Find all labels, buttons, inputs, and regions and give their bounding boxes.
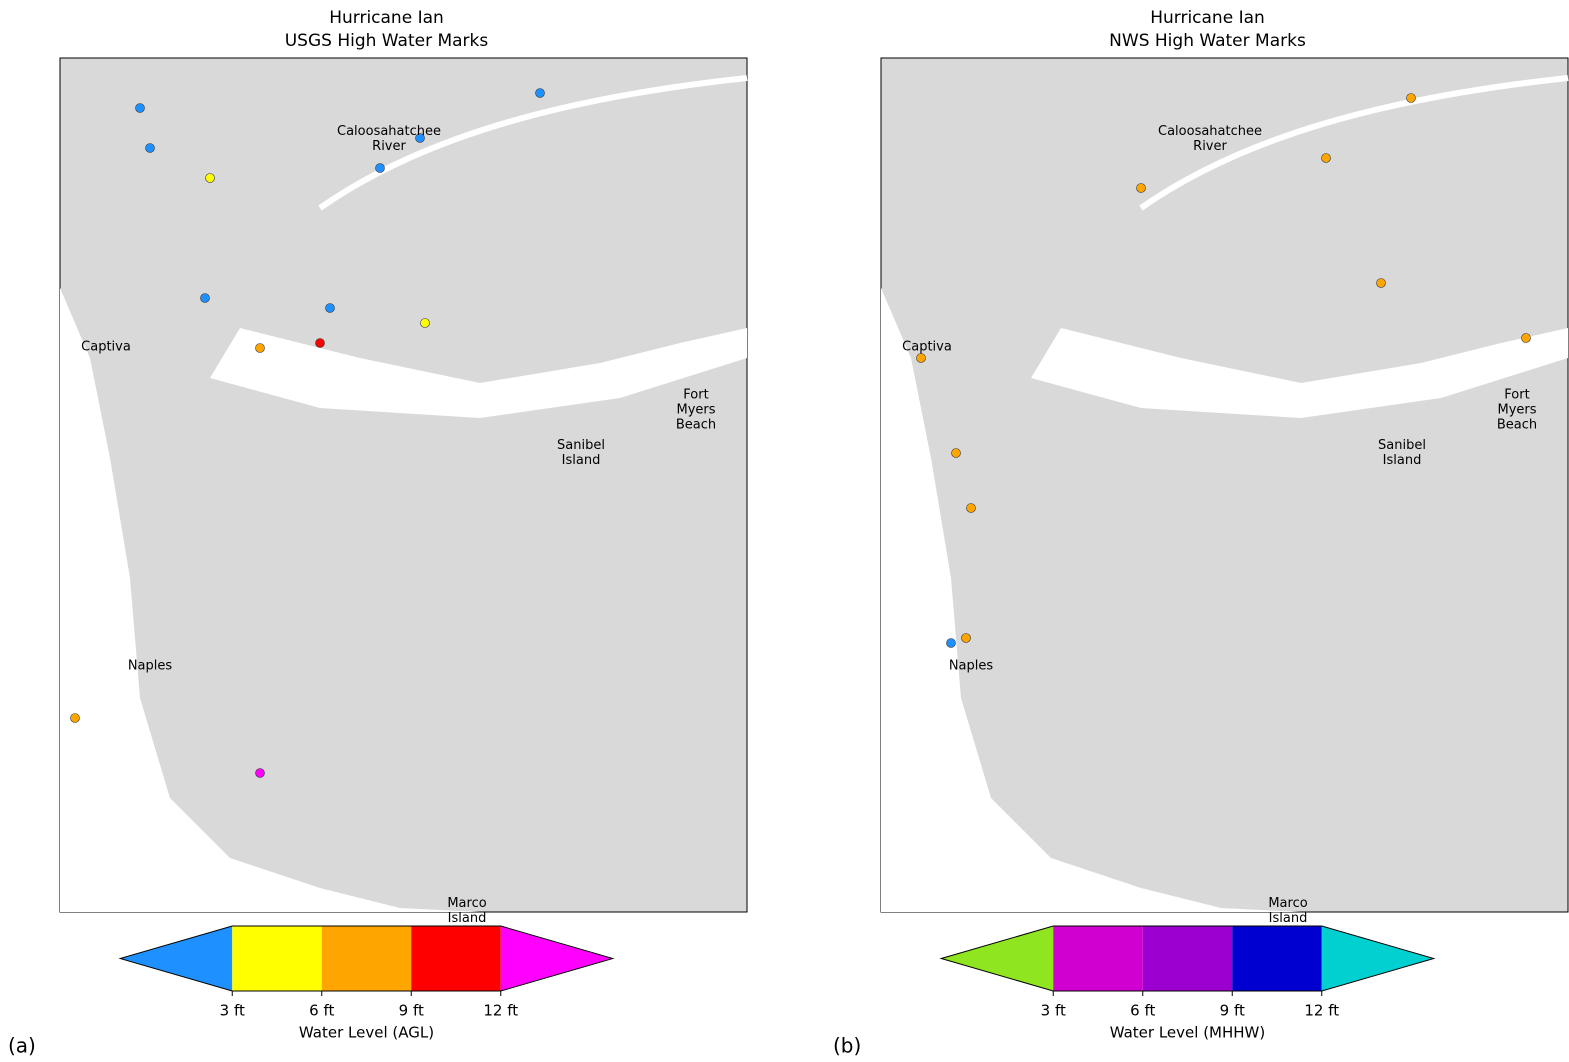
gulf-water — [881, 288, 1381, 912]
place-label: Caloosahatchee — [337, 124, 441, 139]
panel-title: USGS High Water Marks — [285, 31, 489, 51]
colorbar-segment — [1053, 926, 1143, 991]
marker-dot — [145, 143, 155, 153]
colorbar-tick-label: 12 ft — [1304, 1002, 1339, 1020]
marker-dot — [415, 133, 425, 143]
colorbar-label: Water Level (AGL) — [299, 1024, 434, 1042]
marker-dot — [1406, 93, 1416, 103]
bay-water — [210, 328, 747, 418]
river — [1139, 75, 1569, 211]
colorbar-tick-label: 3 ft — [1041, 1002, 1066, 1020]
place-label: Marco — [1268, 896, 1307, 911]
colorbar-segment — [232, 926, 322, 991]
panel-title: NWS High Water Marks — [1109, 31, 1306, 51]
marker-dot — [1321, 153, 1331, 163]
marker-dot — [205, 173, 215, 183]
colorbar-tick-label: 3 ft — [220, 1002, 245, 1020]
place-label: Island — [1383, 453, 1422, 468]
marker-dot — [200, 293, 210, 303]
gulf-water — [60, 288, 560, 912]
marker-dot — [946, 638, 956, 648]
colorbar-segment — [321, 926, 412, 991]
colorbar-end — [120, 926, 233, 991]
colorbar-tick-label: 12 ft — [483, 1002, 518, 1020]
marker-dot — [255, 768, 265, 778]
colorbar-tick-label: 6 ft — [1130, 1002, 1155, 1020]
colorbar-tick-label: 9 ft — [1220, 1002, 1245, 1020]
place-label: River — [372, 139, 406, 154]
colorbar-tick-label: 6 ft — [309, 1002, 334, 1020]
marker-dot — [375, 163, 385, 173]
place-label: Myers — [1497, 403, 1536, 418]
marker-dot — [325, 303, 335, 313]
marker-dot — [1521, 333, 1531, 343]
place-label: Sanibel — [557, 438, 605, 453]
place-label: Beach — [1497, 418, 1537, 433]
bay-water — [1031, 328, 1568, 418]
place-label: Captiva — [902, 340, 952, 355]
marker-dot — [1376, 278, 1386, 288]
panel-title: Hurricane Ian — [329, 8, 444, 28]
colorbar-segment — [1232, 926, 1322, 991]
river — [318, 75, 748, 211]
panel-letter: (b) — [833, 1034, 861, 1058]
colorbar-end — [941, 926, 1054, 991]
map-panel: Hurricane Ian NWS High Water Marks Caloosa… — [833, 8, 1569, 1058]
colorbar-end — [1321, 926, 1434, 991]
marker-dot — [255, 343, 265, 353]
marker-dot — [1136, 183, 1146, 193]
marker-dot — [916, 353, 926, 363]
colorbar-end — [500, 926, 613, 991]
place-label: Marco — [447, 896, 486, 911]
marker-dot — [135, 103, 145, 113]
marker-dot — [535, 88, 545, 98]
panel-letter: (a) — [8, 1034, 36, 1058]
marker-dot — [951, 448, 961, 458]
place-label: Island — [1269, 911, 1308, 926]
marker-dot — [966, 503, 976, 513]
marker-dot — [70, 713, 80, 723]
place-label: Beach — [676, 418, 716, 433]
colorbar-segment — [1142, 926, 1233, 991]
place-label: River — [1193, 139, 1227, 154]
colorbar-label: Water Level (MHHW) — [1110, 1024, 1266, 1042]
place-label: Fort — [683, 388, 708, 403]
colorbar-segment — [411, 926, 501, 991]
place-label: Island — [562, 453, 601, 468]
map-panel: Hurricane Ian USGS High Water Marks Caloos… — [8, 8, 748, 1058]
place-label: Island — [448, 911, 487, 926]
marker-dot — [315, 338, 325, 348]
land — [59, 57, 748, 913]
land — [880, 57, 1569, 913]
place-label: Naples — [949, 659, 994, 674]
place-label: Caloosahatchee — [1158, 124, 1262, 139]
marker-dot — [961, 633, 971, 643]
marker-dot — [420, 318, 430, 328]
place-label: Sanibel — [1378, 438, 1426, 453]
panel-title: Hurricane Ian — [1150, 8, 1265, 28]
place-label: Fort — [1504, 388, 1529, 403]
place-label: Captiva — [81, 340, 131, 355]
colorbar-tick-label: 9 ft — [399, 1002, 424, 1020]
place-label: Myers — [676, 403, 715, 418]
place-label: Naples — [128, 659, 173, 674]
